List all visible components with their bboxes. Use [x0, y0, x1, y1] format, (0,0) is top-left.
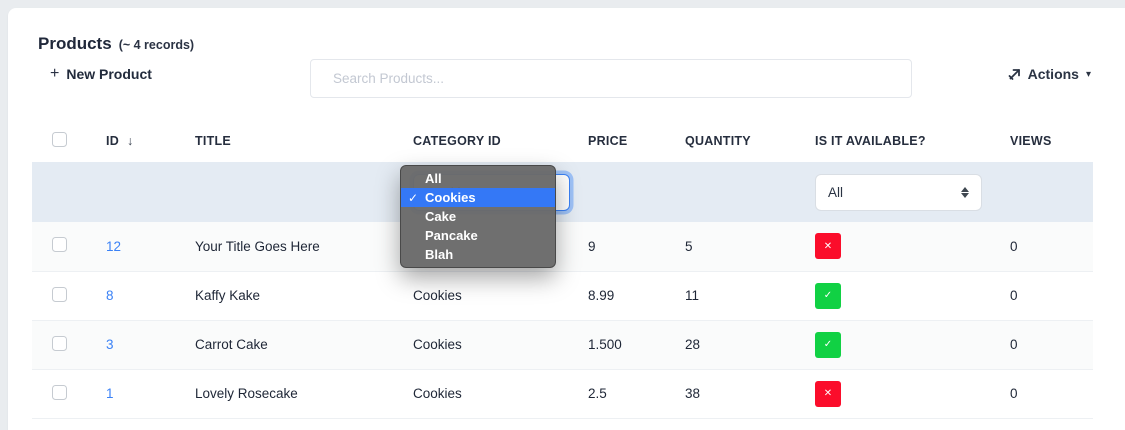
- dropdown-option[interactable]: ✓ Cookies: [401, 188, 555, 207]
- dropdown-option[interactable]: Pancake: [401, 226, 555, 245]
- sort-desc-icon: ↓: [127, 134, 134, 148]
- row-id-link[interactable]: 8: [106, 288, 114, 303]
- table-row: 12 Your Title Goes Here 9 5 ✕ 0: [32, 222, 1093, 272]
- cell-title: Carrot Cake: [183, 320, 401, 370]
- availability-badge: ✕: [815, 380, 841, 407]
- availability-filter-select[interactable]: All: [815, 173, 982, 211]
- table-row: 1 Lovely Rosecake Cookies 2.5 38 ✕ 0: [32, 369, 1093, 419]
- header-row: ID ↓ TITLE CATEGORY ID PRICE QUANTITY IS …: [32, 120, 1093, 162]
- header-quantity: QUANTITY: [685, 134, 751, 148]
- option-label: Cake: [425, 209, 457, 224]
- cell-views: 0: [998, 320, 1093, 370]
- availability-badge: ✕: [815, 233, 841, 260]
- actions-button[interactable]: Actions ▾: [1007, 66, 1091, 82]
- records-count: (~ 4 records): [118, 38, 195, 52]
- header-id-label: ID: [106, 134, 119, 148]
- cell-category: Cookies: [401, 271, 576, 321]
- row-checkbox[interactable]: [52, 286, 67, 302]
- new-product-button[interactable]: + New Product: [50, 65, 152, 83]
- cell-quantity: 38: [673, 369, 803, 419]
- table-row: 8 Kaffy Kake Cookies 8.99 11 ✓ 0: [32, 271, 1093, 321]
- row-id-link[interactable]: 3: [106, 337, 114, 352]
- dropdown-option[interactable]: Blah: [401, 245, 555, 264]
- dropdown-option[interactable]: All: [401, 169, 555, 188]
- cell-price: 9: [576, 222, 673, 272]
- plus-icon: +: [50, 65, 60, 82]
- availability-filter-value: All: [828, 184, 844, 200]
- availability-badge: ✓: [815, 331, 841, 358]
- page-title: Products: [38, 34, 112, 53]
- cell-views: 0: [998, 271, 1093, 321]
- panel-header: Products (~ 4 records): [38, 34, 194, 54]
- cell-category: Cookies: [401, 369, 576, 419]
- header-id[interactable]: ID ↓: [90, 120, 183, 162]
- cell-views: 0: [998, 222, 1093, 272]
- cell-price: 8.99: [576, 271, 673, 321]
- cell-views: 0: [998, 369, 1093, 419]
- select-stepper-icon: [961, 186, 969, 198]
- option-check: ✓: [407, 190, 419, 205]
- new-product-label: New Product: [66, 66, 152, 82]
- cell-title: Lovely Rosecake: [183, 369, 401, 419]
- row-checkbox[interactable]: [52, 335, 67, 351]
- select-all-checkbox[interactable]: [52, 132, 67, 147]
- row-checkbox[interactable]: [52, 237, 67, 253]
- table-body: 12 Your Title Goes Here 9 5 ✕ 0 8 Kaffy …: [32, 222, 1093, 419]
- dropdown-option[interactable]: Cake: [401, 207, 555, 226]
- table-row: 3 Carrot Cake Cookies 1.500 28 ✓ 0: [32, 320, 1093, 370]
- search-input[interactable]: [310, 59, 912, 98]
- cell-title: Kaffy Kake: [183, 271, 401, 321]
- row-id-link[interactable]: 12: [106, 238, 122, 254]
- cell-title: Your Title Goes Here: [183, 222, 401, 272]
- cell-quantity: 5: [673, 222, 803, 272]
- cell-quantity: 11: [673, 271, 803, 321]
- run-action-arrow-icon: [1007, 67, 1022, 82]
- option-label: Cookies: [425, 190, 476, 205]
- header-available: IS IT AVAILABLE?: [815, 134, 926, 148]
- filter-row: Cookies All: [32, 162, 1093, 222]
- option-label: All: [425, 171, 442, 186]
- header-title: TITLE: [195, 134, 231, 148]
- actions-label: Actions: [1027, 66, 1079, 82]
- header-price: PRICE: [588, 134, 628, 148]
- cell-quantity: 28: [673, 320, 803, 370]
- availability-badge: ✓: [815, 282, 841, 309]
- option-label: Blah: [425, 247, 454, 262]
- cell-price: 2.5: [576, 369, 673, 419]
- category-dropdown-menu: All ✓ Cookies Cake Pancake Blah: [400, 165, 556, 268]
- cell-price: 1.500: [576, 320, 673, 370]
- option-label: Pancake: [425, 228, 478, 243]
- chevron-down-icon: ▾: [1085, 68, 1091, 80]
- row-id-link[interactable]: 1: [106, 386, 114, 401]
- cell-category: Cookies: [401, 320, 576, 370]
- products-panel: Products (~ 4 records) + New Product Act…: [8, 8, 1125, 430]
- row-checkbox[interactable]: [52, 384, 67, 400]
- products-table: ID ↓ TITLE CATEGORY ID PRICE QUANTITY IS …: [32, 120, 1093, 419]
- header-views: VIEWS: [1010, 134, 1052, 148]
- header-category: CATEGORY ID: [413, 134, 501, 148]
